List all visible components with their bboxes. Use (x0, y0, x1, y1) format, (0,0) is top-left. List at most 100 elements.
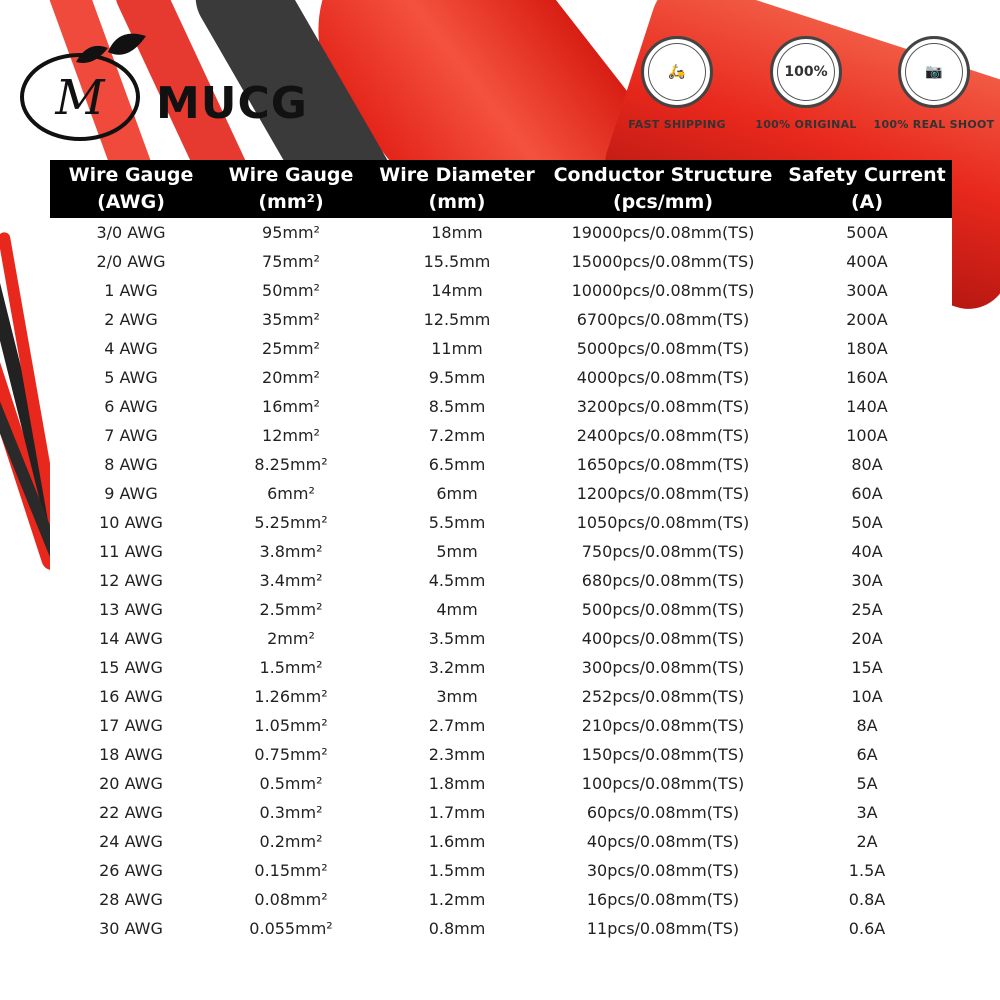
table-cell: 2A (856, 832, 878, 851)
brand-name: MUCG (156, 78, 308, 129)
table-cell: 28 AWG (99, 890, 163, 909)
column-header-line: (A) (850, 191, 884, 213)
column-header-line: Wire Gauge (68, 164, 194, 186)
table-cell: 7.2mm (428, 426, 486, 445)
table-cell: 1650pcs/0.08mm(TS) (576, 455, 750, 474)
table-cell: 3.2mm (428, 658, 486, 677)
column-header-line: Safety Current (788, 164, 946, 186)
table-cell: 60pcs/0.08mm(TS) (586, 803, 740, 822)
table-cell: 2400pcs/0.08mm(TS) (576, 426, 750, 445)
table-row: 10 AWG 5.25mm² 5.5mm 1050pcs/0.08mm(TS) 50A (50, 508, 952, 537)
table-cell: 3.5mm (428, 629, 486, 648)
camera-icon: 📷 (898, 36, 970, 108)
table-cell: 7 AWG (104, 426, 158, 445)
table-cell: 400A (846, 252, 888, 271)
svg-text:M: M (54, 70, 106, 126)
table-cell: 50mm² (262, 281, 320, 300)
table-cell: 252pcs/0.08mm(TS) (581, 687, 745, 706)
table-cell: 6mm² (267, 484, 315, 503)
table-cell: 50A (851, 513, 883, 532)
table-cell: 24 AWG (99, 832, 163, 851)
table-cell: 160A (846, 368, 888, 387)
column-header-line: Wire Diameter (379, 164, 535, 186)
table-cell: 8 AWG (104, 455, 158, 474)
table-cell: 100A (846, 426, 888, 445)
table-cell: 15.5mm (423, 252, 491, 271)
table-row: 8 AWG 8.25mm² 6.5mm 1650pcs/0.08mm(TS) 80A (50, 450, 952, 479)
table-cell: 0.75mm² (254, 745, 328, 764)
table-row: 15 AWG 1.5mm² 3.2mm 300pcs/0.08mm(TS) 15A (50, 653, 952, 682)
table-cell: 0.5mm² (259, 774, 323, 793)
table-row: 4 AWG 25mm² 11mm 5000pcs/0.08mm(TS) 180A (50, 334, 952, 363)
table-cell: 6700pcs/0.08mm(TS) (576, 310, 750, 329)
column-header-line: (AWG) (97, 191, 165, 213)
table-cell: 3mm (436, 687, 478, 706)
table-row: 20 AWG 0.5mm² 1.8mm 100pcs/0.08mm(TS) 5A (50, 769, 952, 798)
table-row: 18 AWG 0.75mm² 2.3mm 150pcs/0.08mm(TS) 6A (50, 740, 952, 769)
table-row: 26 AWG 0.15mm² 1.5mm 30pcs/0.08mm(TS) 1.5A (50, 856, 952, 885)
table-cell: 30A (851, 571, 883, 590)
table-cell: 40A (851, 542, 883, 561)
table-row: 14 AWG 2mm² 3.5mm 400pcs/0.08mm(TS) 20A (50, 624, 952, 653)
table-cell: 210pcs/0.08mm(TS) (581, 716, 745, 735)
table-row: 9 AWG 6mm² 6mm 1200pcs/0.08mm(TS) 60A (50, 479, 952, 508)
table-cell: 1.2mm (428, 890, 486, 909)
table-cell: 3200pcs/0.08mm(TS) (576, 397, 750, 416)
table-cell: 100pcs/0.08mm(TS) (581, 774, 745, 793)
table-cell: 10000pcs/0.08mm(TS) (571, 281, 755, 300)
table-cell: 40pcs/0.08mm(TS) (586, 832, 740, 851)
brand-logo: M (18, 22, 318, 142)
table-cell: 500A (846, 223, 888, 242)
table-cell: 60A (851, 484, 883, 503)
table-cell: 4000pcs/0.08mm(TS) (576, 368, 750, 387)
table-cell: 1.5mm (428, 861, 486, 880)
table-cell: 11 AWG (99, 542, 163, 561)
table-cell: 6mm (436, 484, 478, 503)
column-header-line: (mm²) (258, 191, 324, 213)
table-cell: 16 AWG (99, 687, 163, 706)
column-header: Wire Gauge (mm²) (212, 160, 370, 218)
table-cell: 20mm² (262, 368, 320, 387)
table-cell: 14mm (431, 281, 483, 300)
table-cell: 20 AWG (99, 774, 163, 793)
table-row: 7 AWG 12mm² 7.2mm 2400pcs/0.08mm(TS) 100A (50, 421, 952, 450)
table-cell: 5A (856, 774, 878, 793)
table-cell: 3.4mm² (259, 571, 323, 590)
table-row: 17 AWG 1.05mm² 2.7mm 210pcs/0.08mm(TS) 8A (50, 711, 952, 740)
table-cell: 1.26mm² (254, 687, 328, 706)
table-row: 12 AWG 3.4mm² 4.5mm 680pcs/0.08mm(TS) 30A (50, 566, 952, 595)
table-header-row: Wire Gauge (AWG) Wire Gauge (mm²) Wire Diame… (50, 160, 952, 218)
table-cell: 2mm² (267, 629, 315, 648)
table-cell: 2.7mm (428, 716, 486, 735)
table-cell: 5mm (436, 542, 478, 561)
table-cell: 750pcs/0.08mm(TS) (581, 542, 745, 561)
column-header: Conductor Structure (pcs/mm) (544, 160, 782, 218)
table-cell: 10A (851, 687, 883, 706)
table-cell: 0.2mm² (259, 832, 323, 851)
table-row: 5 AWG 20mm² 9.5mm 4000pcs/0.08mm(TS) 160A (50, 363, 952, 392)
column-header-line: (mm) (428, 191, 486, 213)
table-cell: 150pcs/0.08mm(TS) (581, 745, 745, 764)
scooter-delivery-icon: 🛵 (641, 36, 713, 108)
badge-real-shoot: 📷 100% REAL SHOOT (869, 36, 999, 131)
table-cell: 8.5mm (428, 397, 486, 416)
column-header: Safety Current (A) (782, 160, 952, 218)
table-cell: 5.5mm (428, 513, 486, 532)
table-cell: 3A (856, 803, 878, 822)
table-row: 1 AWG 50mm² 14mm 10000pcs/0.08mm(TS) 300A (50, 276, 952, 305)
table-cell: 10 AWG (99, 513, 163, 532)
badge-label: 100% REAL SHOOT (873, 118, 995, 131)
table-cell: 16pcs/0.08mm(TS) (586, 890, 740, 909)
table-row: 22 AWG 0.3mm² 1.7mm 60pcs/0.08mm(TS) 3A (50, 798, 952, 827)
badge-label: 100% ORIGINAL (755, 118, 857, 131)
table-cell: 25mm² (262, 339, 320, 358)
table-row: 11 AWG 3.8mm² 5mm 750pcs/0.08mm(TS) 40A (50, 537, 952, 566)
table-cell: 2/0 AWG (96, 252, 166, 271)
table-cell: 17 AWG (99, 716, 163, 735)
badge-fast-shipping: 🛵 FAST SHIPPING (612, 36, 742, 131)
table-cell: 680pcs/0.08mm(TS) (581, 571, 745, 590)
column-header-line: Conductor Structure (553, 164, 773, 186)
table-cell: 0.15mm² (254, 861, 328, 880)
table-cell: 1.5A (848, 861, 886, 880)
table-cell: 0.8mm (428, 919, 486, 938)
